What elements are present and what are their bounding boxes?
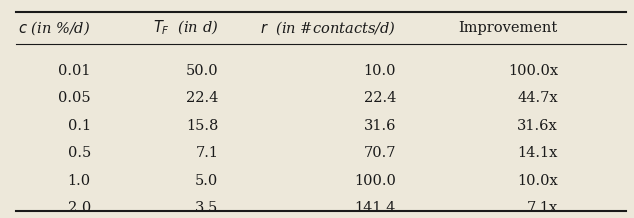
Text: 31.6: 31.6 <box>363 119 396 133</box>
Text: 100.0x: 100.0x <box>508 64 558 78</box>
Text: 15.8: 15.8 <box>186 119 219 133</box>
Text: 141.4: 141.4 <box>354 201 396 215</box>
Text: Improvement: Improvement <box>458 21 558 35</box>
Text: 50.0: 50.0 <box>186 64 219 78</box>
Text: 70.7: 70.7 <box>363 146 396 160</box>
Text: 22.4: 22.4 <box>186 91 219 105</box>
Text: 7.1x: 7.1x <box>527 201 558 215</box>
Text: 0.5: 0.5 <box>68 146 91 160</box>
Text: 10.0x: 10.0x <box>517 174 558 187</box>
Text: 1.0: 1.0 <box>68 174 91 187</box>
Text: 0.05: 0.05 <box>58 91 91 105</box>
Text: $T_F$  (in d): $T_F$ (in d) <box>153 19 219 37</box>
Text: $r$  (in #contacts/d): $r$ (in #contacts/d) <box>260 19 396 37</box>
Text: 3.5: 3.5 <box>195 201 219 215</box>
Text: 100.0: 100.0 <box>354 174 396 187</box>
Text: 0.01: 0.01 <box>58 64 91 78</box>
Text: 5.0: 5.0 <box>195 174 219 187</box>
Text: 10.0: 10.0 <box>363 64 396 78</box>
Text: 22.4: 22.4 <box>364 91 396 105</box>
Text: 14.1x: 14.1x <box>517 146 558 160</box>
Text: 7.1: 7.1 <box>195 146 219 160</box>
Text: 2.0: 2.0 <box>68 201 91 215</box>
Text: 0.1: 0.1 <box>68 119 91 133</box>
Text: 31.6x: 31.6x <box>517 119 558 133</box>
Text: $c$ (in %/d): $c$ (in %/d) <box>18 19 91 37</box>
Text: 44.7x: 44.7x <box>517 91 558 105</box>
